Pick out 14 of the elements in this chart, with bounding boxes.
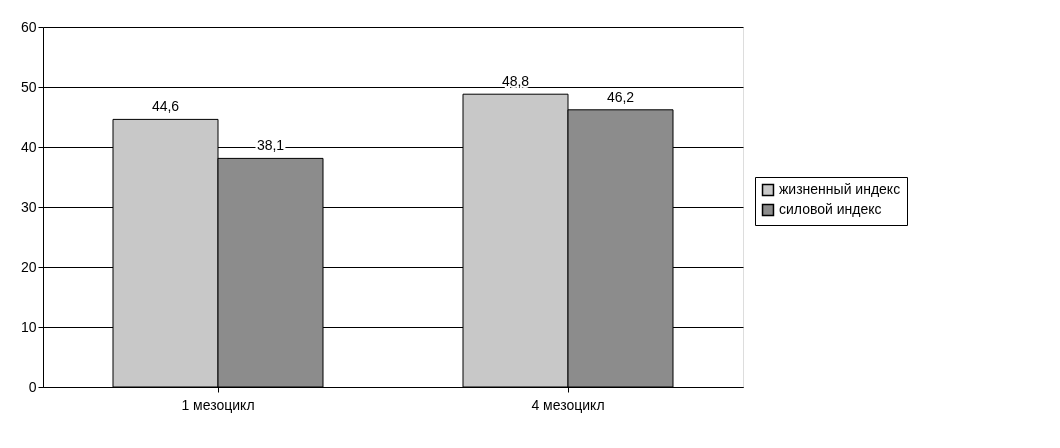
y-tick-label: 50 bbox=[20, 78, 37, 95]
x-tick-label: 1 мезоцикл bbox=[181, 396, 255, 413]
legend-label: жизненный индекс bbox=[779, 181, 901, 197]
y-tick-label: 20 bbox=[20, 258, 37, 275]
legend-label: силовой индекс bbox=[779, 201, 882, 217]
y-tick-label: 30 bbox=[20, 198, 37, 215]
y-tick-label: 60 bbox=[20, 18, 37, 35]
y-tick-label: 40 bbox=[20, 138, 37, 155]
data-label: 46,2 bbox=[606, 88, 635, 105]
y-tick-label: 0 bbox=[28, 378, 37, 395]
data-label: 48,8 bbox=[501, 73, 530, 90]
x-tick-label: 4 мезоцикл bbox=[531, 396, 605, 413]
y-tick-label: 10 bbox=[20, 318, 37, 335]
data-label: 44,6 bbox=[151, 98, 180, 115]
